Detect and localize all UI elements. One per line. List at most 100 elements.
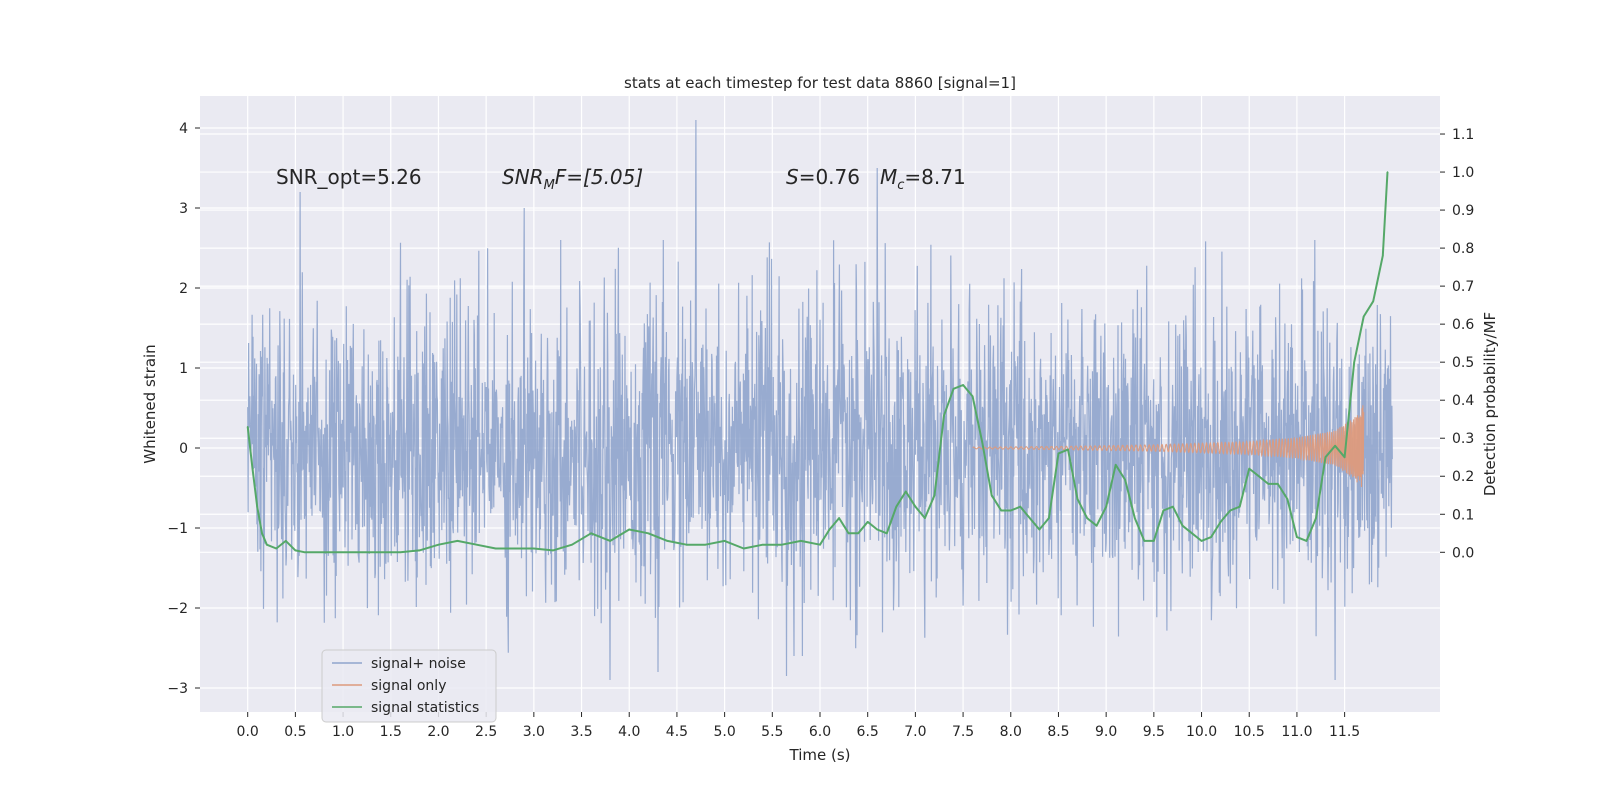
signal-statistics-point	[1372, 300, 1374, 303]
x-tick-label: 6.5	[857, 724, 879, 740]
signal-statistics-point	[943, 414, 945, 417]
signal-statistics-point	[1191, 532, 1193, 535]
x-tick-label: 8.5	[1047, 724, 1069, 740]
signal-only-line	[972, 405, 1365, 488]
x-tick-label: 4.5	[666, 724, 688, 740]
y-right-tick-label: 0.3	[1452, 431, 1474, 447]
x-tick-label: 10.0	[1186, 724, 1217, 740]
signal-statistics-point	[1315, 517, 1317, 519]
signal-statistics-point	[628, 528, 630, 531]
signal-statistics-point	[1105, 505, 1107, 508]
x-tick-label: 7.5	[952, 724, 974, 740]
signal-statistics-point	[1029, 517, 1031, 519]
x-tick-label: 11.5	[1329, 724, 1360, 740]
signal-statistics-point	[1124, 479, 1126, 481]
x-tick-label: 0.0	[237, 724, 259, 740]
signal-statistics-point	[246, 426, 249, 428]
signal-statistics-point	[1277, 483, 1279, 485]
signal-statistics-point	[380, 551, 383, 554]
signal-statistics-point	[762, 543, 764, 546]
signal-statistics-point	[571, 543, 573, 546]
signal-statistics-point	[285, 540, 287, 542]
y-right-tick-label: 1.0	[1452, 165, 1474, 181]
y-left-tick-label: −2	[167, 601, 188, 617]
annotation-mc-sub: c	[897, 178, 904, 193]
signal-statistics-point	[342, 551, 344, 554]
signal-statistics-point	[933, 494, 936, 497]
signal-statistics-point	[1286, 498, 1289, 500]
x-tick-label: 2.0	[427, 724, 449, 740]
signal-statistics-point	[514, 547, 516, 550]
signal-statistics-point	[866, 521, 869, 523]
signal-statistics-point	[1076, 498, 1079, 500]
legend-box	[321, 649, 497, 723]
signal-statistics-point	[971, 395, 974, 398]
y-left-tick-label: 2	[179, 281, 188, 297]
y-left-tick-label: 4	[179, 121, 188, 137]
signal-statistics-point	[1086, 517, 1088, 519]
y-right-tick-label: 0.8	[1452, 241, 1474, 257]
signal-statistics-point	[666, 540, 669, 542]
y-left-tick-label: −1	[167, 521, 188, 537]
signal-statistics-point	[1382, 254, 1384, 257]
signal-statistics-point	[1010, 509, 1012, 512]
y-axis-left-label: Whitened strain	[141, 344, 159, 463]
x-tick-label: 11.0	[1281, 724, 1312, 740]
signal-statistics-point	[914, 505, 917, 508]
y-right-tick-label: 0.4	[1452, 393, 1474, 409]
legend-label-signal-statistics: signal statistics	[371, 700, 479, 716]
signal-statistics-point	[1248, 467, 1250, 470]
signal-statistics-point	[962, 384, 964, 386]
signal-statistics-point	[1296, 536, 1298, 538]
signal-statistics-point	[1000, 509, 1002, 512]
signal-statistics-point	[437, 543, 440, 546]
x-tick-label: 7.0	[904, 724, 926, 740]
signal-statistics-point	[275, 547, 278, 550]
y-right-tick-label: 0.9	[1452, 203, 1474, 219]
x-tick-label: 3.5	[570, 724, 592, 740]
signal-statistics-point	[828, 528, 831, 531]
signal-only-series	[972, 405, 1365, 488]
annotation-snr-mf-rest: F=[5.05]	[555, 165, 643, 189]
signal-statistics-point	[552, 549, 554, 552]
signal-statistics-point	[590, 532, 592, 535]
x-tick-label: 9.0	[1095, 724, 1117, 740]
signal-statistics-point	[1114, 464, 1117, 466]
signal-statistics-point	[685, 543, 688, 546]
signal-statistics-point	[1134, 517, 1136, 519]
signal-statistics-point	[475, 543, 478, 546]
signal-statistics-point	[838, 517, 840, 519]
signal-statistics-point	[1324, 456, 1327, 459]
signal-statistics-point	[1362, 315, 1365, 318]
y-right-tick-label: 0.0	[1452, 545, 1474, 561]
x-axis-label: Time (s)	[789, 746, 851, 764]
x-tick-label: 8.0	[1000, 724, 1022, 740]
signal-statistics-point	[399, 551, 402, 554]
x-tick-label: 0.5	[284, 724, 306, 740]
signal-statistics-point	[1305, 540, 1308, 542]
signal-statistics-point	[742, 547, 745, 550]
y-right-tick-label: 0.2	[1452, 469, 1474, 485]
signal-statistics-point	[494, 547, 497, 550]
signal-statistics-point	[456, 540, 459, 542]
annotation-mc: Mc=8.71	[880, 165, 966, 193]
signal-statistics-series	[246, 171, 1389, 554]
annotation-snr-mf: SNRMF=[5.05]	[502, 165, 643, 193]
signal-statistics-point	[261, 532, 263, 535]
x-tick-label: 5.5	[761, 724, 783, 740]
annotation-s-symbol: S	[786, 165, 799, 189]
signal-statistics-point	[952, 388, 955, 390]
signal-statistics-point	[1172, 505, 1174, 508]
annotation-snr-mf-main: SNR	[502, 165, 544, 189]
signal-statistics-point	[1210, 536, 1212, 538]
signal-statistics-point	[1038, 528, 1041, 531]
signal-statistics-point	[781, 543, 783, 546]
signal-statistics-point	[1095, 524, 1098, 527]
signal-statistics-point	[981, 441, 983, 443]
legend-label-signal-noise: signal+ noise	[371, 656, 466, 672]
signal-statistics-point	[1153, 540, 1155, 542]
signal-statistics-line	[246, 171, 1389, 554]
signal-statistics-point	[1019, 505, 1022, 508]
y-right-tick-label: 1.1	[1452, 127, 1474, 143]
